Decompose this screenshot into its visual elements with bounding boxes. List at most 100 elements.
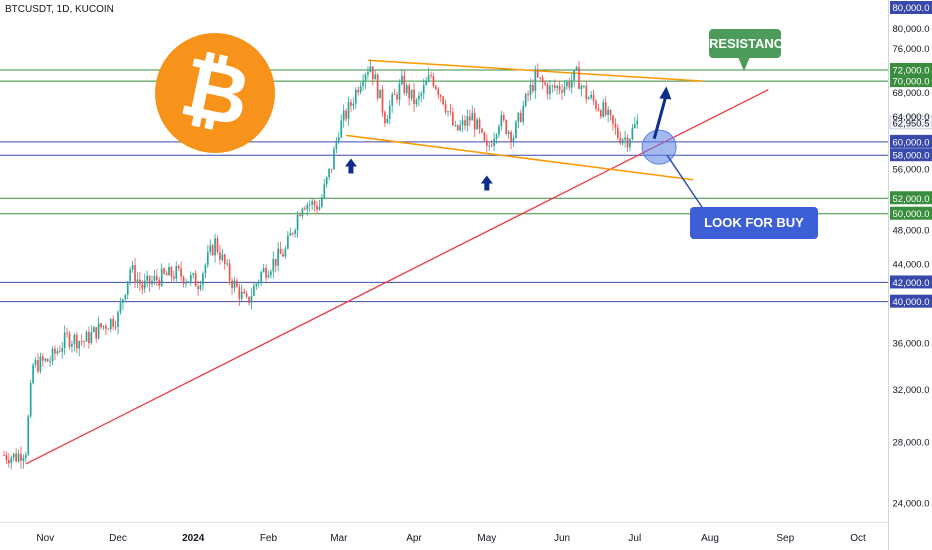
- candle-body: [466, 116, 469, 126]
- x-tick-label: Nov: [36, 533, 54, 544]
- candle-body: [126, 281, 129, 295]
- candle-body: [410, 89, 413, 99]
- forecast-arrow-shaft: [652, 93, 668, 139]
- candle-body: [468, 116, 471, 121]
- horizontal-levels: [0, 69, 888, 303]
- candle-body: [575, 67, 578, 71]
- candle-body: [274, 258, 277, 266]
- up-arrow-icon: [480, 175, 493, 191]
- candle-body: [54, 348, 56, 354]
- y-tick-label: 32,000.0: [893, 385, 930, 396]
- candle-body: [153, 276, 156, 281]
- candle-body: [294, 230, 296, 234]
- candle-body: [323, 184, 326, 198]
- candle-body: [529, 84, 532, 96]
- y-axis-background: [888, 0, 932, 550]
- candle-body: [265, 268, 267, 278]
- candle-body: [88, 332, 90, 344]
- candle-body: [206, 252, 209, 265]
- candle-body: [3, 455, 5, 456]
- y-tick-label: 80,000.0: [893, 3, 930, 14]
- current-price-label: 62,950.5: [893, 118, 930, 129]
- candle-body: [401, 75, 403, 84]
- buy-setups-label-text: LOOK FOR BUY SETUPS: [704, 215, 804, 262]
- y-axis: 24,000.0 28,000.0 32,000.0 36,000.0 40,000.0…: [888, 0, 932, 550]
- candle-body: [534, 70, 537, 92]
- candle-body: [452, 112, 454, 126]
- y-tick-label: 50,000.0: [893, 209, 930, 220]
- candle-body: [561, 90, 563, 93]
- y-tick-label: 64,000.0: [893, 112, 930, 123]
- candle-body: [243, 291, 246, 294]
- candle-body: [405, 85, 408, 94]
- y-tick-label: 80,000.0: [893, 24, 930, 35]
- candle-body: [362, 81, 364, 87]
- channel-lower-line: [346, 134, 694, 181]
- candle-body: [602, 102, 605, 117]
- candle-body: [488, 145, 491, 147]
- candle-body: [566, 81, 568, 87]
- candle-body: [34, 360, 37, 365]
- trendlines: [25, 59, 769, 465]
- candle-body: [299, 214, 301, 217]
- candle-body: [107, 328, 110, 330]
- candle-body: [629, 139, 631, 148]
- y-tick-label: 72,000.0: [893, 66, 930, 77]
- candle-body: [202, 273, 204, 285]
- candle-body: [483, 132, 486, 141]
- candle-body: [61, 348, 64, 352]
- candle-body: [66, 332, 68, 334]
- candle-body: [296, 214, 299, 231]
- y-tick-label: 60,000.0: [893, 137, 930, 148]
- candle-body: [114, 326, 117, 328]
- candle-body: [633, 124, 636, 128]
- y-tick-label: 56,000.0: [893, 165, 930, 176]
- candle-body: [22, 457, 25, 462]
- candle-body: [272, 258, 275, 272]
- candle-body: [134, 265, 136, 283]
- candle-body: [364, 74, 367, 82]
- x-tick-label: Feb: [260, 533, 278, 544]
- candle-body: [320, 197, 323, 207]
- candle-body: [51, 348, 54, 362]
- candle-body: [129, 269, 132, 282]
- candle-body: [495, 134, 498, 139]
- candle-body: [37, 360, 39, 372]
- candle-body: [449, 111, 452, 113]
- candle-body: [342, 110, 345, 121]
- candle-body: [131, 265, 134, 270]
- candle-body: [260, 271, 263, 282]
- candle-body: [442, 96, 444, 105]
- candle-body: [24, 454, 27, 458]
- candle-body: [541, 77, 544, 83]
- candle-body: [626, 137, 629, 148]
- y-tick-label: 44,000.0: [893, 260, 930, 271]
- candle-body: [211, 245, 214, 256]
- candle-body: [75, 334, 78, 349]
- y-tick-badge: [890, 74, 932, 88]
- candle-body: [318, 206, 321, 210]
- candle-body: [105, 325, 107, 329]
- candle-body: [189, 275, 192, 282]
- candle-body: [357, 89, 360, 93]
- candle-body: [524, 93, 527, 106]
- candle-body: [199, 284, 202, 290]
- candle-body: [425, 81, 428, 86]
- candle-body: [427, 75, 430, 82]
- y-tick-label: 52,000.0: [893, 194, 930, 205]
- candle-body: [328, 168, 330, 178]
- candle-body: [68, 333, 71, 347]
- candle-body: [245, 293, 248, 297]
- candle-body: [240, 291, 243, 299]
- candle-body: [112, 318, 115, 327]
- candle-body: [214, 238, 216, 256]
- candle-body: [437, 89, 440, 96]
- candle-body: [384, 112, 386, 124]
- current-price-badge: [889, 115, 932, 130]
- candle-body: [374, 74, 377, 80]
- candle-body: [194, 273, 197, 287]
- y-tick-badge: [890, 134, 932, 148]
- candle-body: [512, 137, 515, 142]
- candle-body: [485, 140, 488, 146]
